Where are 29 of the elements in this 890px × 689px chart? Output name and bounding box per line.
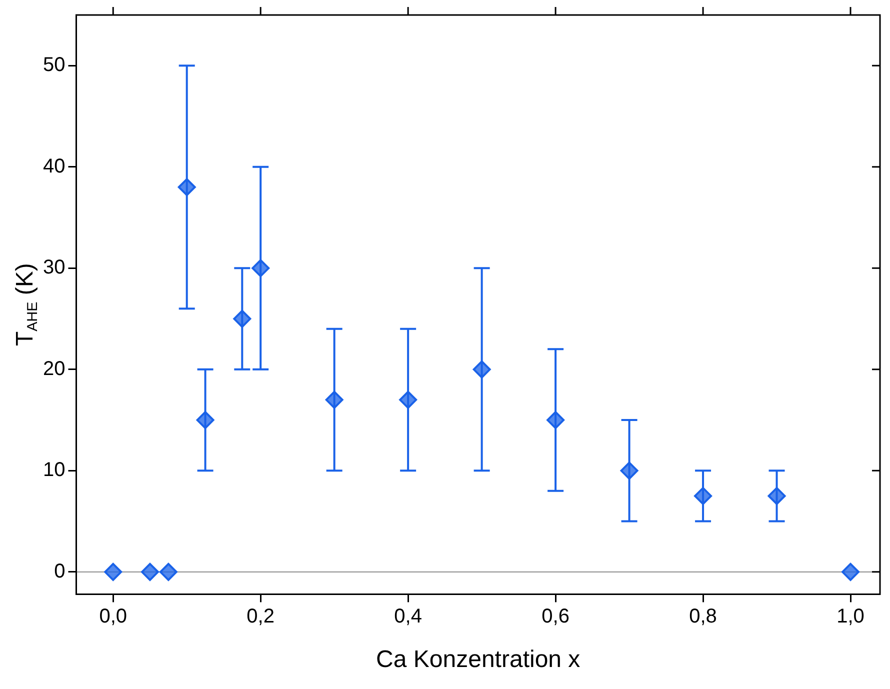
y-axis-title: TAHE (K) xyxy=(12,263,42,346)
point xyxy=(325,390,344,409)
point xyxy=(768,486,786,505)
point xyxy=(546,411,565,430)
point xyxy=(196,411,214,430)
y-tick-label: 10 xyxy=(42,459,66,482)
point xyxy=(104,562,122,581)
y-tick-label: 20 xyxy=(42,358,66,380)
point xyxy=(620,462,638,480)
x-tick-label: 1,0 xyxy=(836,606,864,628)
y-tick-label: 0 xyxy=(54,560,66,582)
point xyxy=(472,360,491,378)
point xyxy=(178,178,196,196)
x-tick-label: 0,2 xyxy=(246,606,274,628)
x-tick-label: 0,6 xyxy=(542,606,570,628)
y-tick-label: 30 xyxy=(42,256,66,279)
point xyxy=(140,562,159,581)
point xyxy=(233,310,252,328)
x-axis-title: Ca Konzentration x xyxy=(376,646,580,674)
y-tick-label: 40 xyxy=(42,155,66,178)
x-tick-label: 0,0 xyxy=(99,606,128,628)
y-tick-label: 50 xyxy=(42,54,66,76)
point xyxy=(694,486,712,505)
point xyxy=(842,562,860,581)
point xyxy=(159,562,178,581)
point xyxy=(399,390,418,409)
point xyxy=(252,259,270,278)
x-tick-label: 0,8 xyxy=(689,606,717,628)
x-tick-label: 0,4 xyxy=(394,606,422,628)
